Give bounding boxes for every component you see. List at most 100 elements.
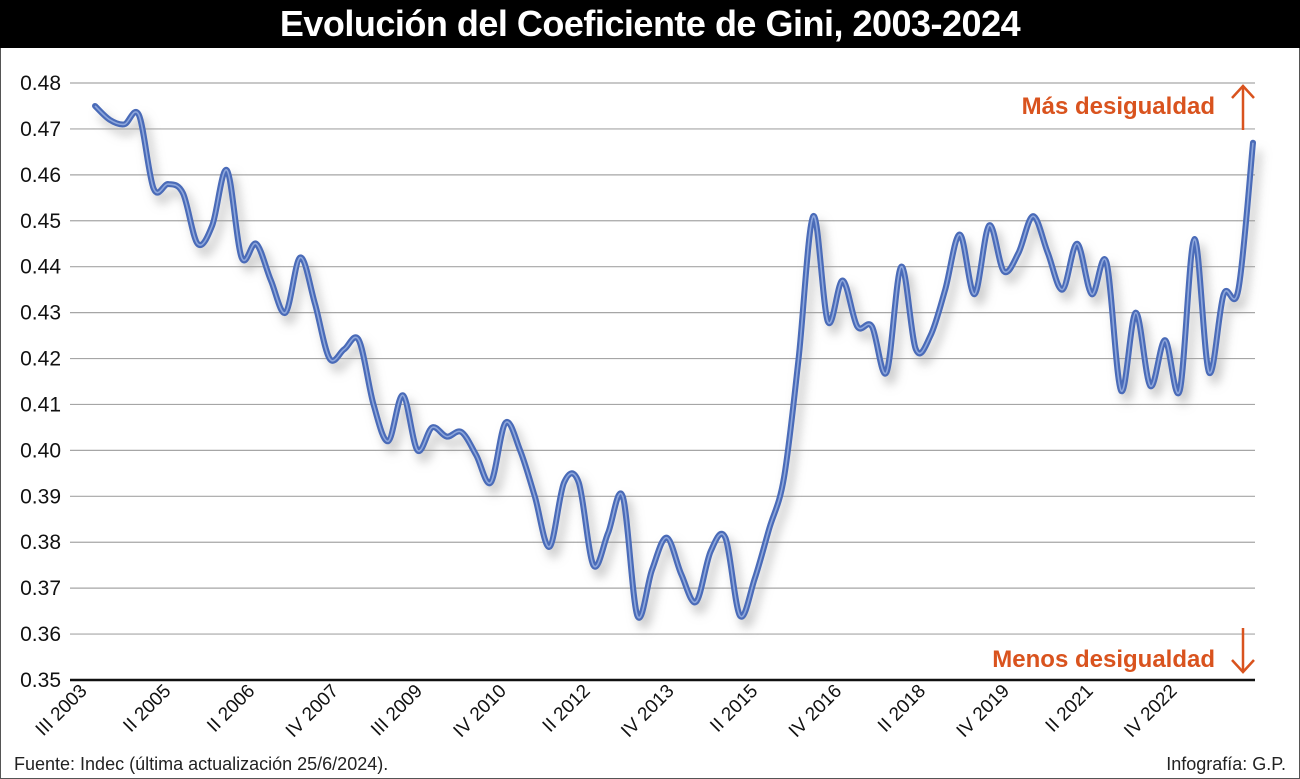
data-point [1045,250,1051,256]
y-tick-label: 0.48 [20,72,61,95]
data-point [371,401,377,407]
y-tick-label: 0.38 [20,531,61,554]
data-point [1147,383,1153,389]
data-point [737,613,743,619]
x-tick-label: IV 2010 [450,681,511,742]
y-tick-label: 0.44 [20,256,61,279]
data-point [458,429,464,435]
y-tick-label: 0.47 [20,118,61,141]
data-point [986,222,992,228]
credit-note: Infografía: G.P. [1166,754,1286,774]
x-tick-label: II 2006 [203,681,259,737]
arrow-down-icon [1231,628,1255,674]
data-point [253,241,259,247]
data-point [928,333,934,339]
data-point [517,447,523,453]
y-tick-label: 0.41 [20,393,61,416]
y-tick-label: 0.39 [20,485,61,508]
data-point [576,480,582,486]
y-tick-label: 0.42 [20,348,61,371]
data-point [971,291,977,297]
data-point [165,181,171,187]
data-point [1015,250,1021,256]
series-line [92,102,1256,621]
data-point [898,264,904,270]
y-tick-label: 0.35 [20,669,61,692]
data-point [107,117,113,123]
data-point [1206,369,1212,375]
data-point [1133,310,1139,316]
data-point [1162,337,1168,343]
data-point [1103,259,1109,265]
data-point [678,571,684,577]
data-point [224,167,230,173]
data-point [297,255,303,261]
series-line-highlight [94,105,1254,619]
data-point [796,356,802,362]
x-tick-label: II 2021 [1042,681,1098,737]
data-point [693,599,699,605]
data-point [1118,388,1124,394]
data-point [1235,287,1241,293]
data-point [92,103,98,109]
data-point [620,493,626,499]
data-point [649,567,655,573]
data-point [195,241,201,247]
data-point [327,356,333,362]
data-point [1250,140,1256,146]
data-point [121,121,127,127]
data-point [532,493,538,499]
data-point [429,424,435,430]
data-point [561,480,567,486]
data-point [239,255,245,261]
x-tick-label: II 2005 [119,681,175,737]
data-point [781,475,787,481]
data-point [766,525,772,531]
data-point [590,562,596,568]
data-point [209,222,215,228]
y-axis: 0.48 0.47 0.46 0.45 0.44 0.43 0.42 0.41 0.40 0.39… [20,72,61,692]
x-tick-label: II 2015 [706,681,762,737]
data-point [634,613,640,619]
data-point [180,190,186,196]
y-tick-label: 0.37 [20,577,61,600]
gridlines [70,82,1255,682]
arrow-up-icon [1231,84,1255,130]
y-tick-label: 0.43 [20,302,61,325]
y-tick-label: 0.36 [20,623,61,646]
data-point [664,535,670,541]
data-point [869,323,875,329]
chart-title: Evolución del Coeficiente de Gini, 2003-… [0,0,1300,48]
data-point [708,548,714,554]
data-point [752,576,758,582]
data-point [473,452,479,458]
data-point [825,319,831,325]
data-point [444,434,450,440]
data-point [136,112,142,118]
data-point [1001,268,1007,274]
x-tick-label: IV 2007 [282,681,343,742]
data-point [341,346,347,352]
annotation-less-inequality: Menos desigualdad [992,646,1215,673]
data-point [942,287,948,293]
x-tick-label: II 2018 [874,681,930,737]
y-tick-label: 0.40 [20,439,61,462]
data-point [884,369,890,375]
y-tick-label: 0.45 [20,210,61,233]
annotation-more-inequality: Más desigualdad [1022,93,1215,120]
data-point [356,337,362,343]
data-point [957,232,963,238]
data-point [268,277,274,283]
y-tick-label: 0.46 [20,164,61,187]
data-point [1030,213,1036,219]
x-axis: III 2003 II 2005 II 2006 IV 2007 III 2009 IV … [32,681,1182,742]
data-point [810,213,816,219]
data-point [283,310,289,316]
data-point [414,447,420,453]
data-point [913,346,919,352]
data-point [722,535,728,541]
data-point [840,277,846,283]
x-tick-label: IV 2016 [785,681,846,742]
line-shadow [97,111,1262,630]
data-point [854,323,860,329]
